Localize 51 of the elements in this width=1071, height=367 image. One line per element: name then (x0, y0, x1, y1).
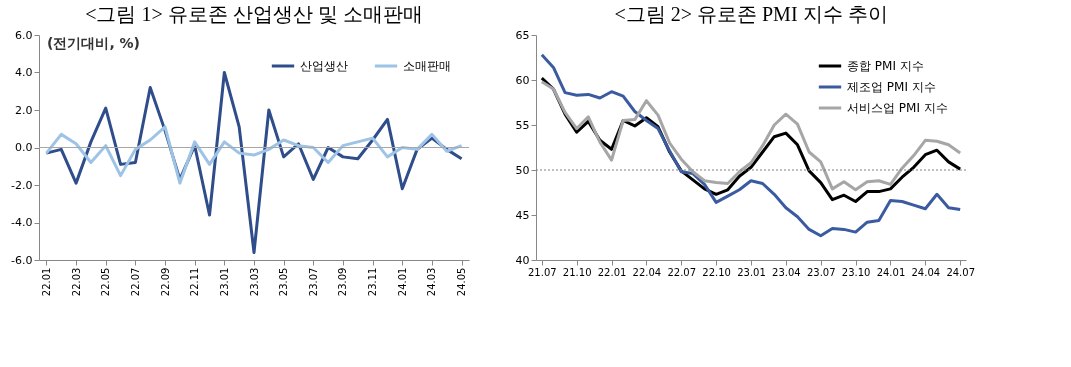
x-tick-label: 22.03 (70, 267, 82, 297)
x-tick-label: 22.05 (100, 267, 112, 297)
x-tick-label: 23.07 (806, 266, 836, 278)
x-tick-label: 22.07 (667, 266, 697, 278)
x-tick-label: 21.10 (562, 266, 592, 278)
legend-label: 소매판매 (403, 59, 451, 73)
y-tick-label: 60 (515, 73, 530, 87)
chart-title: <그림 2> 유로존 PMI 지수 추이 (614, 3, 888, 25)
x-tick-label: 21.07 (527, 266, 557, 278)
x-tick-label: 22.09 (159, 267, 171, 297)
x-tick-label: 24.01 (876, 266, 906, 278)
y-tick-label: -4.0 (11, 216, 33, 229)
y-tick-label: -2.0 (11, 178, 33, 192)
x-tick-label: 23.09 (337, 267, 349, 297)
line-series (540, 53, 962, 238)
x-tick-label: 23.11 (367, 267, 379, 297)
y-tick-label: 40 (515, 253, 530, 267)
annotation: (전기대비, %) (47, 35, 141, 51)
legend-label: 종합 PMI 지수 (847, 59, 924, 73)
x-tick-label: 23.01 (218, 267, 230, 297)
y-tick-label: 0.0 (15, 141, 33, 154)
x-tick-label: 24.04 (911, 266, 941, 278)
legend-label: 산업생산 (300, 59, 348, 73)
y-tick-label: -6.0 (11, 253, 33, 267)
x-tick-label: 23.05 (278, 267, 290, 297)
y-tick-label: 45 (515, 208, 530, 222)
x-tick-label: 24.03 (426, 267, 438, 297)
x-tick-label: 24.05 (456, 267, 468, 297)
x-tick-label: 24.01 (396, 267, 408, 297)
legend-label: 제조업 PMI 지수 (847, 80, 936, 94)
y-tick-label: 6.0 (15, 28, 33, 42)
chart-title: <그림 1> 유로존 산업생산 및 소매판매 (85, 3, 423, 25)
x-tick-label: 23.01 (737, 266, 766, 278)
x-tick-label: 22.01 (40, 267, 52, 297)
y-tick-label: 55 (515, 118, 530, 132)
x-tick-label: 22.04 (632, 266, 662, 278)
x-tick-label: 23.07 (307, 267, 319, 297)
x-tick-label: 22.11 (189, 267, 201, 297)
y-tick-label: 65 (515, 28, 530, 42)
x-tick-label: 22.07 (129, 267, 141, 297)
x-tick-label: 23.03 (248, 267, 260, 297)
y-tick-label: 2.0 (15, 103, 33, 117)
x-tick-label: 23.10 (841, 266, 871, 278)
y-tick-label: 50 (515, 163, 530, 177)
x-tick-label: 24.07 (946, 266, 976, 278)
legend-label: 서비스업 PMI 지수 (847, 101, 948, 115)
x-tick-label: 22.01 (597, 266, 627, 278)
y-tick-label: 4.0 (15, 66, 33, 79)
line-series (44, 125, 464, 185)
x-tick-label: 23.04 (772, 266, 801, 278)
x-tick-label: 22.10 (702, 266, 731, 278)
